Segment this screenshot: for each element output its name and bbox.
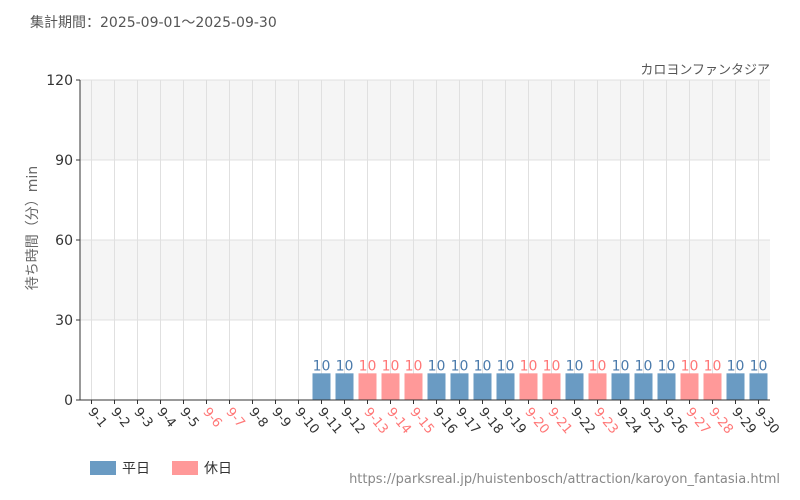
value-label-9-22: 10 <box>566 358 584 374</box>
bar-9-20 <box>519 373 538 400</box>
x-tick-label-9-3: 9-3 <box>130 405 155 431</box>
bar-9-17 <box>450 373 469 400</box>
value-label-9-16: 10 <box>428 358 446 374</box>
bar-9-22 <box>565 373 584 400</box>
x-tick-label-9-25: 9-25 <box>636 405 666 437</box>
x-tick-label-9-5: 9-5 <box>176 405 201 431</box>
x-tick-label-9-2: 9-2 <box>107 405 132 431</box>
bar-9-24 <box>611 373 630 400</box>
x-tick-label-9-12: 9-12 <box>337 405 367 437</box>
x-tick-label-9-29: 9-29 <box>728 405 758 437</box>
y-tick-label: 0 <box>64 393 73 409</box>
grid-band <box>80 240 770 320</box>
legend-swatch-holiday <box>172 461 198 475</box>
x-tick-label-9-16: 9-16 <box>429 405 459 437</box>
bar-9-30 <box>749 373 768 400</box>
bar-9-29 <box>726 373 745 400</box>
bar-9-16 <box>427 373 446 400</box>
bar-9-11 <box>312 373 331 400</box>
legend-item-holiday: 休日 <box>172 458 232 478</box>
y-tick-label: 60 <box>55 233 73 249</box>
x-tick-label-9-7: 9-7 <box>222 405 247 431</box>
x-tick-label-9-27: 9-27 <box>682 405 712 437</box>
y-tick-label: 120 <box>46 73 73 89</box>
x-tick-label-9-14: 9-14 <box>383 405 413 437</box>
value-label-9-30: 10 <box>750 358 768 374</box>
value-label-9-23: 10 <box>589 358 607 374</box>
legend-label-weekday: 平日 <box>122 461 150 477</box>
bar-9-26 <box>657 373 676 400</box>
y-axis-title: 待ち時間（分）min <box>25 166 41 290</box>
value-label-9-24: 10 <box>612 358 630 374</box>
x-tick-label-9-9: 9-9 <box>268 405 293 431</box>
legend-item-weekday: 平日 <box>90 458 150 478</box>
x-tick-label-9-24: 9-24 <box>613 405 643 437</box>
legend-swatch-weekday <box>90 461 116 475</box>
y-tick-label: 30 <box>55 313 73 329</box>
bar-9-23 <box>588 373 607 400</box>
x-tick-label-9-21: 9-21 <box>544 405 574 437</box>
x-tick-label-9-10: 9-10 <box>291 405 321 437</box>
bar-9-27 <box>680 373 699 400</box>
value-label-9-28: 10 <box>704 358 722 374</box>
x-tick-label-9-20: 9-20 <box>521 405 551 437</box>
chart-title: カロヨンファンタジア <box>640 63 770 78</box>
value-label-9-19: 10 <box>497 358 515 374</box>
y-tick-label: 90 <box>55 153 73 169</box>
bar-9-18 <box>473 373 492 400</box>
bar-9-21 <box>542 373 561 400</box>
x-tick-label-9-22: 9-22 <box>567 405 597 437</box>
value-label-9-18: 10 <box>474 358 492 374</box>
x-tick-label-9-11: 9-11 <box>314 405 344 437</box>
grid-band <box>80 80 770 160</box>
x-tick-label-9-6: 9-6 <box>199 405 224 431</box>
x-tick-label-9-13: 9-13 <box>360 405 390 437</box>
value-label-9-21: 10 <box>543 358 561 374</box>
value-label-9-13: 10 <box>359 358 377 374</box>
bar-9-19 <box>496 373 515 400</box>
period-label: 集計期間：2025-09-01～2025-09-30 <box>30 15 277 31</box>
value-label-9-15: 10 <box>405 358 423 374</box>
source-url: https://parksreal.jp/huistenbosch/attrac… <box>349 472 780 487</box>
bar-9-12 <box>335 373 354 400</box>
value-label-9-20: 10 <box>520 358 538 374</box>
x-tick-label-9-23: 9-23 <box>590 405 620 437</box>
x-tick-label-9-19: 9-19 <box>498 405 528 437</box>
value-label-9-26: 10 <box>658 358 676 374</box>
bar-9-13 <box>358 373 377 400</box>
x-tick-label-9-17: 9-17 <box>452 405 482 437</box>
x-tick-label-9-26: 9-26 <box>659 405 689 437</box>
value-label-9-12: 10 <box>336 358 354 374</box>
value-label-9-14: 10 <box>382 358 400 374</box>
x-tick-label-9-8: 9-8 <box>245 405 270 431</box>
value-label-9-27: 10 <box>681 358 699 374</box>
value-label-9-25: 10 <box>635 358 653 374</box>
x-tick-label-9-28: 9-28 <box>705 405 735 437</box>
bar-9-14 <box>381 373 400 400</box>
x-tick-label-9-1: 9-1 <box>84 405 109 431</box>
legend: 平日 休日 <box>90 458 254 478</box>
value-label-9-29: 10 <box>727 358 745 374</box>
x-tick-label-9-4: 9-4 <box>153 405 178 431</box>
bar-9-25 <box>634 373 653 400</box>
bar-9-15 <box>404 373 423 400</box>
legend-label-holiday: 休日 <box>204 461 232 477</box>
x-tick-label-9-30: 9-30 <box>751 405 781 437</box>
x-tick-label-9-18: 9-18 <box>475 405 505 437</box>
value-label-9-17: 10 <box>451 358 469 374</box>
bar-9-28 <box>703 373 722 400</box>
value-label-9-11: 10 <box>313 358 331 374</box>
x-tick-label-9-15: 9-15 <box>406 405 436 437</box>
